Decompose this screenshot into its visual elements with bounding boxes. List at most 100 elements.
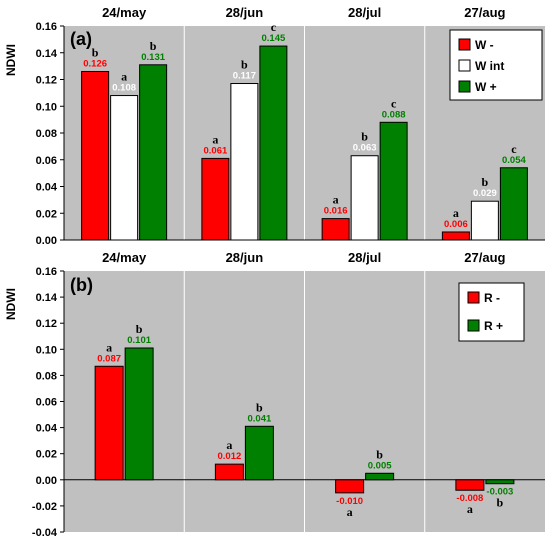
significance-letter: b — [241, 58, 248, 72]
y-tick-label: 0.00 — [36, 475, 57, 487]
y-tick-label: 0.04 — [36, 423, 58, 435]
bar-r- — [365, 472, 395, 481]
data-label: 0.016 — [324, 206, 348, 217]
y-tick-label: -0.04 — [32, 527, 58, 538]
data-label: 0.012 — [217, 451, 241, 462]
bar-w-int — [350, 155, 379, 241]
bar-w- — [259, 45, 288, 241]
y-tick-label: 0.06 — [36, 397, 57, 409]
significance-letter: b — [376, 447, 383, 461]
legend-entry: R - — [484, 291, 500, 305]
legend-swatch — [458, 80, 471, 93]
legend-swatch — [467, 319, 480, 332]
legend-entry: R + — [484, 319, 503, 333]
legend-entry: W - — [475, 38, 494, 52]
bar-r- — [335, 479, 365, 494]
y-axis-label: NDWI — [4, 44, 18, 76]
y-tick-label: 0.10 — [36, 101, 57, 113]
significance-letter: c — [391, 96, 397, 110]
data-label: 0.117 — [233, 71, 256, 82]
category-header: 27/aug — [464, 250, 505, 265]
bar-w- — [499, 167, 528, 241]
y-tick-label: 0.16 — [36, 21, 57, 33]
y-tick-label: 0.14 — [36, 292, 58, 304]
bar-w- — [81, 70, 110, 241]
y-tick-label: 0.10 — [36, 344, 57, 356]
y-tick-label: 0.02 — [36, 449, 57, 461]
significance-letter: a — [347, 505, 353, 519]
bar-r- — [485, 479, 515, 485]
category-header: 28/jul — [348, 5, 381, 20]
y-tick-label: 0.06 — [36, 155, 57, 167]
data-label: 0.145 — [261, 33, 285, 44]
bar-r- — [455, 479, 485, 491]
category-header: 24/may — [102, 250, 147, 265]
data-label: 0.061 — [203, 145, 227, 156]
category-header: 28/jun — [226, 250, 264, 265]
data-label: 0.126 — [83, 58, 107, 69]
data-label: 0.063 — [353, 143, 377, 154]
significance-letter: b — [482, 175, 489, 189]
data-label: 0.041 — [247, 413, 271, 424]
legend-entry: W + — [475, 80, 497, 94]
y-tick-label: -0.02 — [32, 501, 57, 513]
data-label: 0.029 — [473, 188, 497, 199]
panel-label: (a) — [70, 29, 92, 49]
y-tick-label: 0.12 — [36, 318, 57, 330]
significance-letter: a — [226, 438, 232, 452]
category-header: 24/may — [102, 5, 147, 20]
significance-letter: a — [212, 132, 218, 146]
bar-r- — [244, 425, 274, 481]
significance-letter: b — [361, 130, 368, 144]
significance-letter: a — [121, 70, 127, 84]
legend-entry: W int — [475, 59, 504, 73]
y-tick-label: 0.04 — [36, 182, 58, 194]
y-tick-label: 0.16 — [36, 266, 57, 278]
legend-swatch — [458, 38, 471, 51]
significance-letter: a — [333, 193, 339, 207]
category-header: 28/jun — [226, 5, 264, 20]
y-tick-label: 0.02 — [36, 208, 57, 220]
data-label: 0.006 — [444, 219, 468, 230]
y-tick-label: 0.00 — [36, 235, 57, 247]
y-tick-label: 0.08 — [36, 128, 57, 140]
significance-letter: b — [136, 322, 143, 336]
significance-letter: b — [256, 400, 263, 414]
legend-swatch — [467, 291, 480, 304]
bar-r- — [214, 463, 244, 481]
y-tick-label: 0.08 — [36, 370, 57, 382]
bar-w- — [321, 218, 350, 241]
y-axis-label: NDWI — [4, 288, 18, 320]
bar-w- — [379, 121, 408, 241]
significance-letter: c — [271, 20, 277, 34]
significance-letter: a — [106, 340, 112, 354]
bar-r- — [124, 347, 154, 481]
category-header: 27/aug — [464, 5, 505, 20]
significance-letter: a — [467, 502, 473, 516]
bar-r- — [94, 365, 124, 481]
data-label: -0.010 — [336, 496, 363, 507]
bar-w-int — [470, 200, 499, 241]
significance-letter: b — [150, 39, 157, 53]
data-label: 0.108 — [112, 83, 136, 94]
data-label: 0.005 — [368, 460, 392, 471]
data-label: 0.101 — [127, 335, 151, 346]
significance-letter: b — [497, 496, 504, 510]
bar-w-int — [230, 83, 259, 241]
bar-w- — [139, 64, 168, 241]
bar-w- — [201, 157, 230, 241]
y-tick-label: 0.12 — [36, 75, 57, 87]
bar-w- — [441, 231, 470, 241]
y-tick-label: 0.14 — [36, 48, 58, 60]
data-label: 0.054 — [502, 155, 526, 166]
panel-label: (b) — [70, 275, 93, 295]
significance-letter: b — [92, 45, 99, 59]
data-label: 0.087 — [97, 353, 121, 364]
legend-swatch — [458, 59, 471, 72]
data-label: -0.003 — [486, 487, 513, 498]
data-label: 0.131 — [141, 52, 165, 63]
data-label: 0.088 — [382, 109, 406, 120]
data-label: -0.008 — [456, 493, 483, 504]
